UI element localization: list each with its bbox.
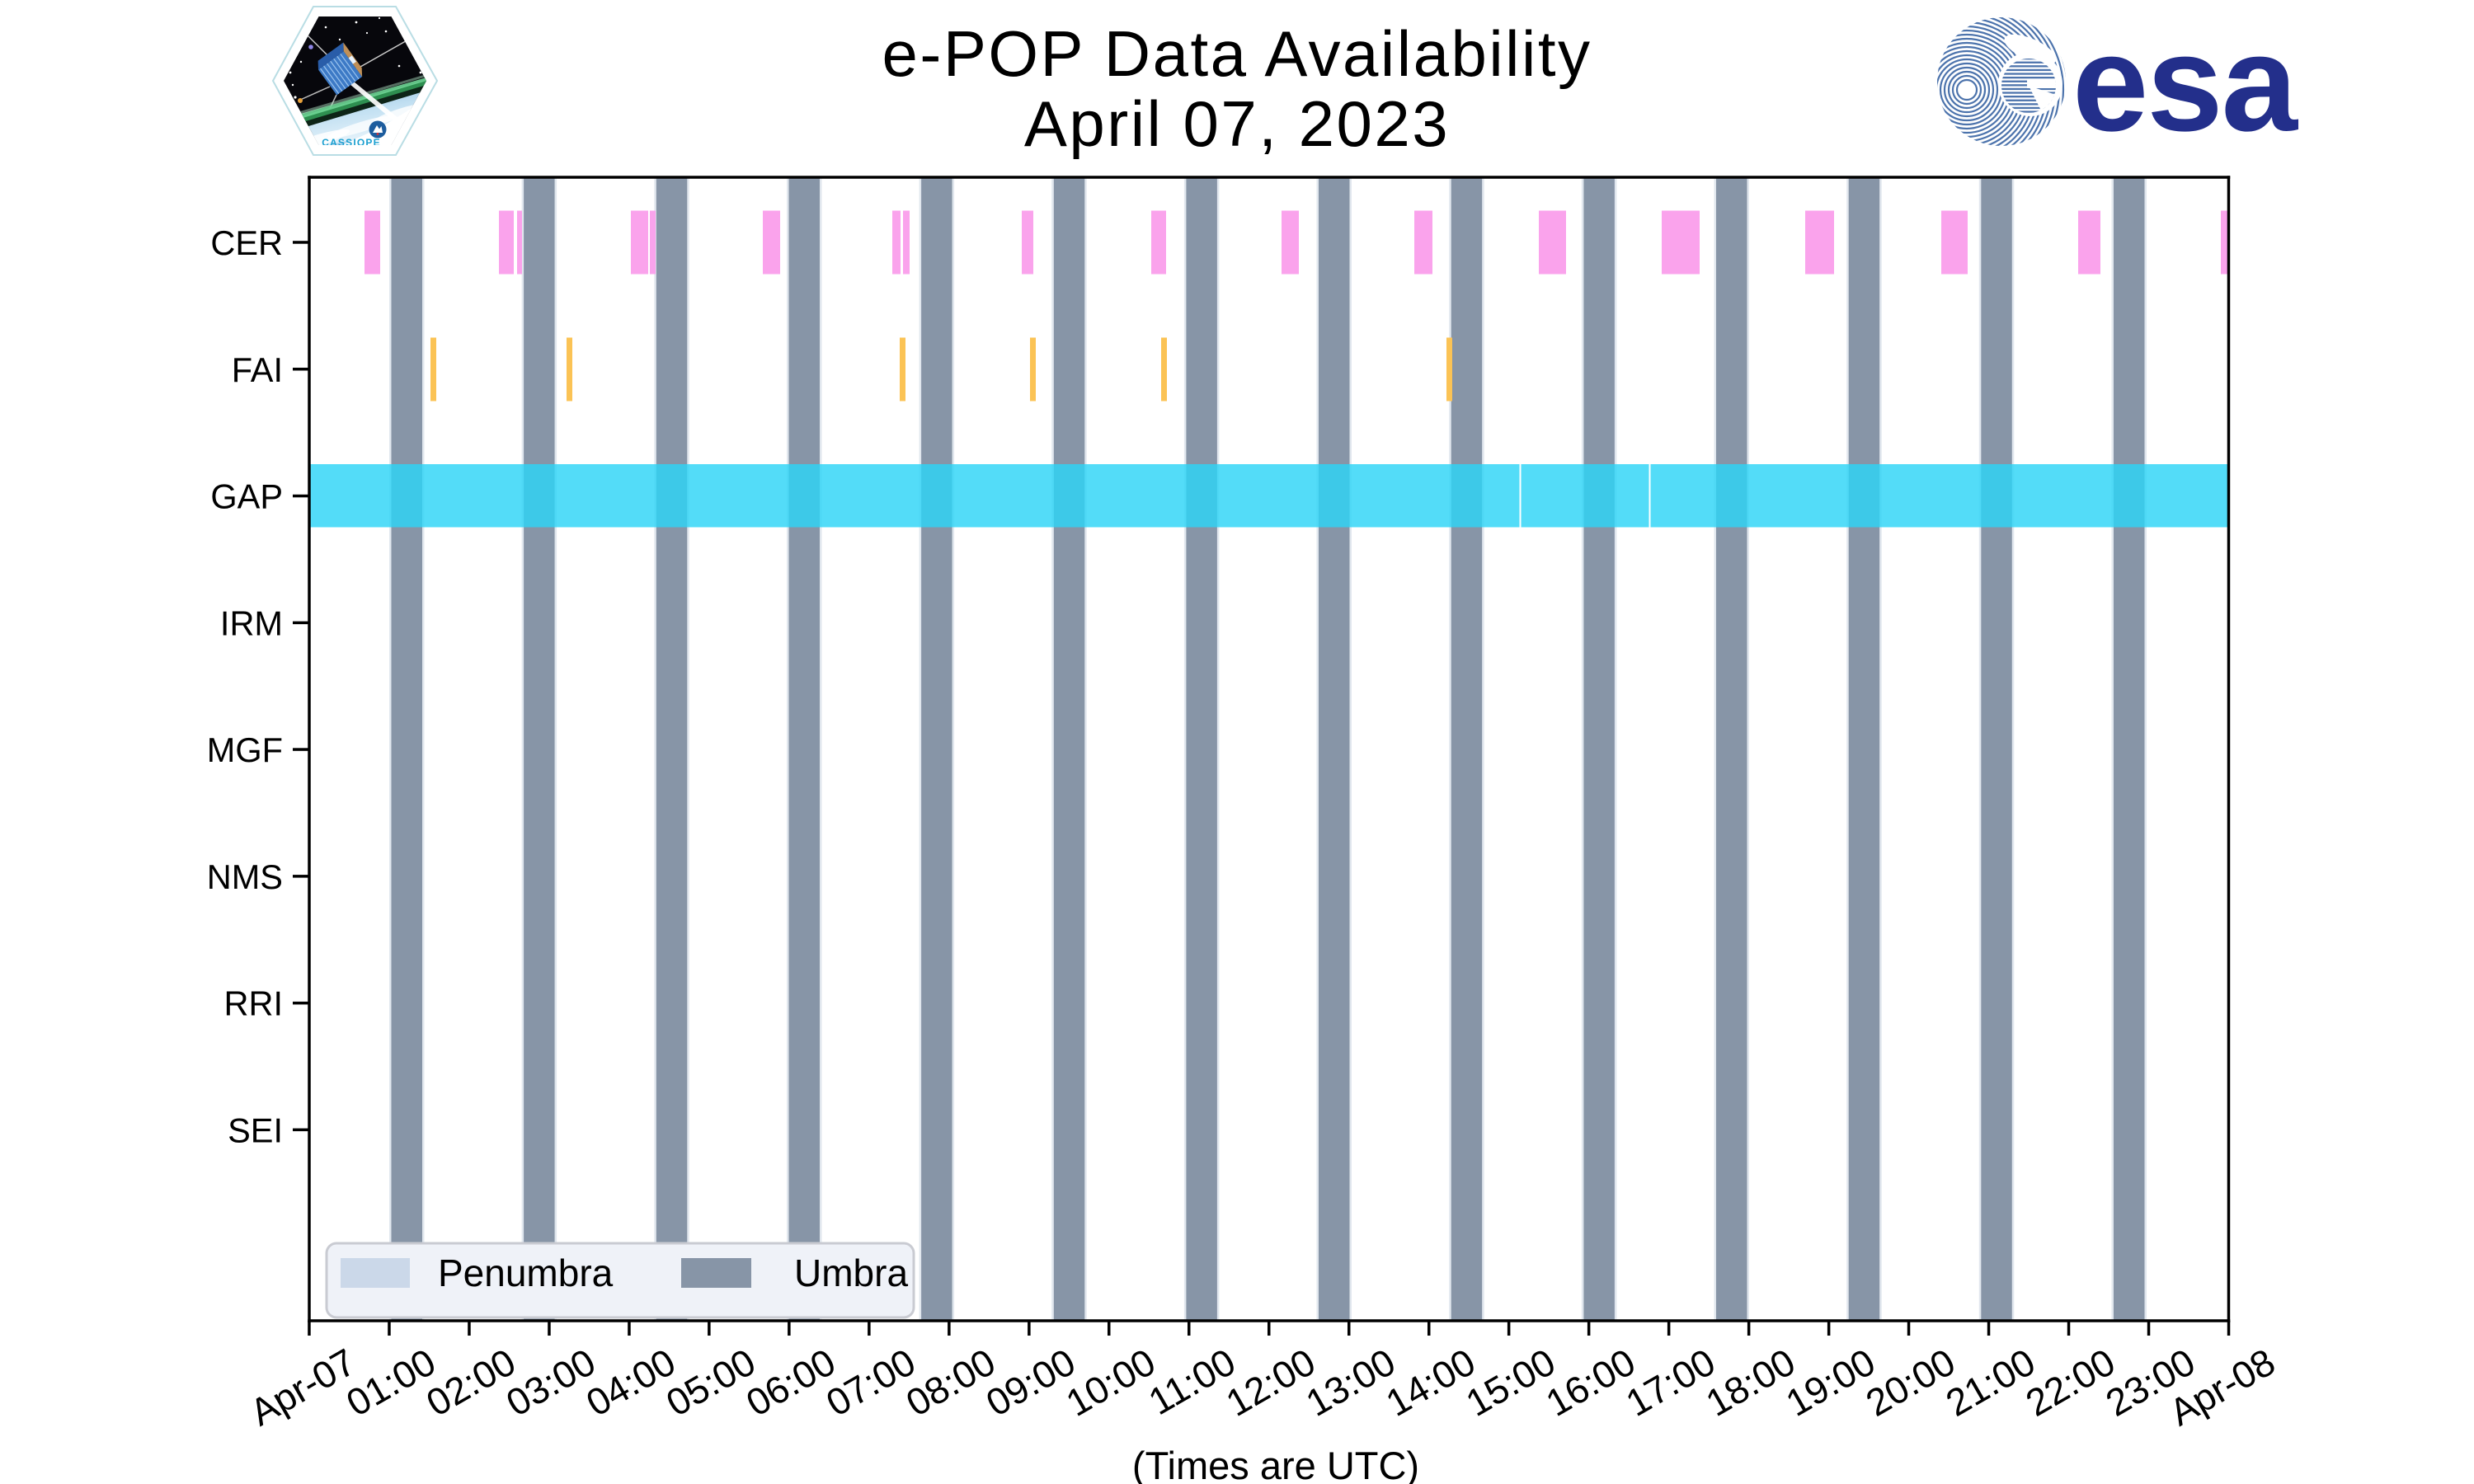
svg-text:e-POP Data Availability: e-POP Data Availability bbox=[882, 17, 1592, 90]
svg-text:(Times are UTC): (Times are UTC) bbox=[1132, 1444, 1419, 1484]
svg-text:Umbra: Umbra bbox=[794, 1252, 908, 1294]
svg-text:GAP: GAP bbox=[210, 477, 283, 516]
svg-text:NMS: NMS bbox=[207, 857, 283, 896]
svg-text:IRM: IRM bbox=[220, 603, 283, 642]
svg-text:Penumbra: Penumbra bbox=[438, 1252, 614, 1294]
svg-text:April 07, 2023: April 07, 2023 bbox=[1024, 87, 1450, 160]
svg-text:CASSIOPE: CASSIOPE bbox=[322, 137, 381, 148]
svg-text:SEI: SEI bbox=[228, 1111, 283, 1149]
svg-text:FAI: FAI bbox=[232, 350, 283, 389]
svg-text:RRI: RRI bbox=[224, 984, 283, 1023]
svg-text:MGF: MGF bbox=[207, 730, 283, 769]
svg-text:esa: esa bbox=[2072, 7, 2299, 160]
svg-text:CER: CER bbox=[210, 223, 283, 262]
